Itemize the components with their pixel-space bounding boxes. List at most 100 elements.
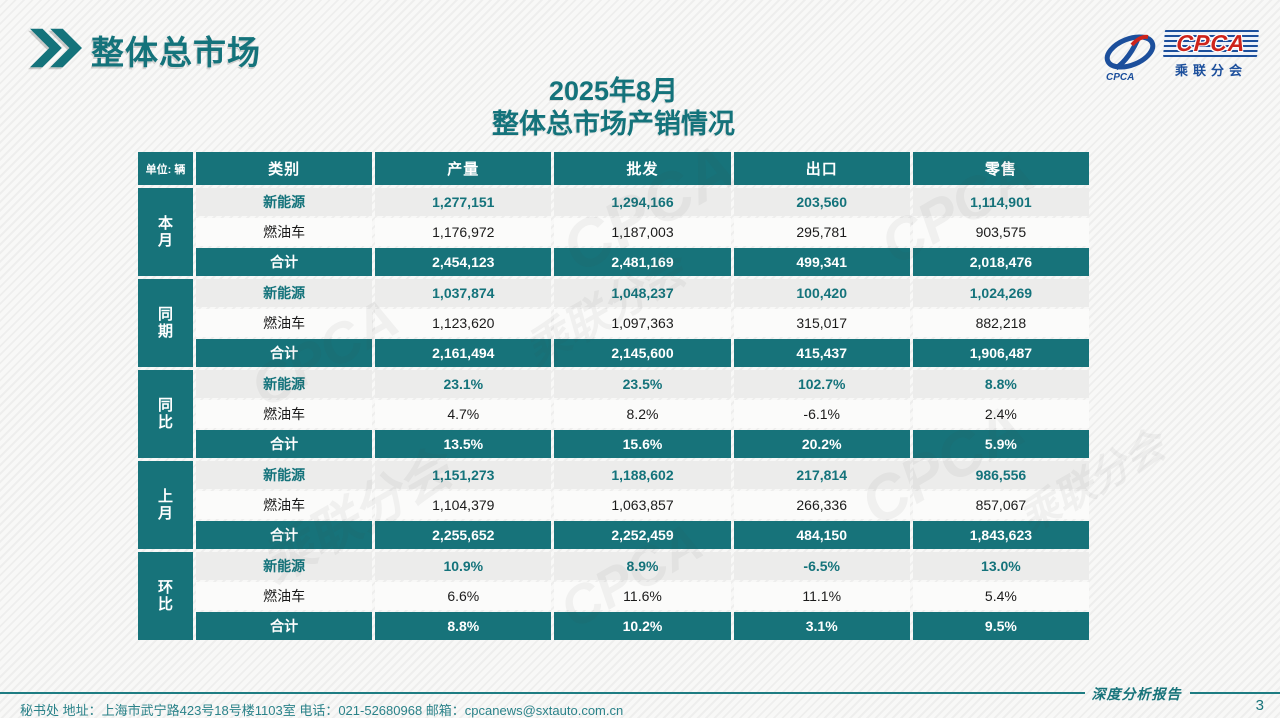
- footer-contact-info: 秘书处 地址：上海市武宁路423号18号楼1103室 电话：021-526809…: [20, 703, 624, 718]
- cpca-wordmark-text: CPCA: [1175, 30, 1247, 56]
- table-cell: 1,114,901: [912, 188, 1089, 216]
- table-cell: 11.6%: [554, 582, 731, 610]
- table-cell: 8.9%: [554, 552, 731, 580]
- column-header: 出口: [733, 152, 910, 185]
- group-label: 本月: [138, 188, 193, 276]
- table-cell: 2,018,476: [912, 248, 1089, 276]
- table-cell: 100,420: [733, 279, 910, 307]
- row-category: 新能源: [196, 370, 373, 398]
- report-title-line2: 整体总市场产销情况: [492, 109, 735, 140]
- row-category: 新能源: [196, 552, 373, 580]
- table-cell: 1,063,857: [554, 491, 731, 519]
- unit-cell: 单位: 辆: [138, 152, 193, 185]
- table-cell: 5.4%: [912, 582, 1089, 610]
- table-cell: 295,781: [733, 218, 910, 246]
- table-cell: 1,037,874: [375, 279, 552, 307]
- table-cell: 1,024,269: [912, 279, 1089, 307]
- group-label-char: 同: [157, 305, 173, 323]
- cpca-logo: CPCA CPCA 乘联分会: [1103, 30, 1259, 87]
- row-category: 新能源: [196, 188, 373, 216]
- table-header-row: 单位: 辆类别 产量 批发 出口 零售: [138, 152, 1089, 185]
- row-category: 合计: [196, 339, 373, 367]
- table-cell: 1,123,620: [375, 309, 552, 337]
- table-cell: 1,277,151: [375, 188, 552, 216]
- table-cell: 1,151,273: [375, 461, 552, 489]
- table-cell: 4.7%: [375, 400, 552, 428]
- table-cell: 484,150: [733, 521, 910, 549]
- table-cell: -6.5%: [733, 552, 910, 580]
- group-label-char: 月: [157, 505, 173, 522]
- table-cell: 266,336: [733, 491, 910, 519]
- table-cell: 1,906,487: [912, 339, 1089, 367]
- row-category: 合计: [196, 248, 373, 276]
- table-group-4: 环比新能源 10.9% 8.9% -6.5% 13.0% 燃油车 6.6% 11.6% 11.1…: [138, 552, 1089, 640]
- table-cell: 203,560: [733, 188, 910, 216]
- group-label-char: 月: [157, 232, 173, 249]
- table-body: 本月新能源 1,277,151 1,294,166 203,560 1,114,901 燃…: [138, 188, 1089, 640]
- table-cell: 1,048,237: [554, 279, 731, 307]
- table-cell: 13.5%: [375, 430, 552, 458]
- table-cell: 2,145,600: [554, 339, 731, 367]
- table-cell: 8.8%: [912, 370, 1089, 398]
- table-cell: 882,218: [912, 309, 1089, 337]
- table-cell: 2.4%: [912, 400, 1089, 428]
- table-group-1: 同期新能源 1,037,874 1,048,237 100,420 1,024,269 燃…: [138, 279, 1089, 367]
- table-cell: 8.8%: [375, 612, 552, 640]
- table-cell: 3.1%: [733, 612, 910, 640]
- group-label-char: 同: [157, 396, 173, 414]
- table-cell: 1,187,003: [554, 218, 731, 246]
- table-group-2: 同比新能源 23.1% 23.5% 102.7% 8.8% 燃油车 4.7% 8.2% -6.1…: [138, 370, 1089, 458]
- table-cell: 15.6%: [554, 430, 731, 458]
- group-label-char: 比: [157, 414, 173, 431]
- table-cell: 217,814: [733, 461, 910, 489]
- table-cell: 8.2%: [554, 400, 731, 428]
- row-category: 合计: [196, 430, 373, 458]
- row-category: 合计: [196, 612, 373, 640]
- group-label-char: 期: [157, 323, 173, 340]
- table-cell: 499,341: [733, 248, 910, 276]
- table-cell: 2,252,459: [554, 521, 731, 549]
- cpca-emblem-icon: CPCA: [1103, 30, 1159, 87]
- footer-divider-right: [1190, 692, 1280, 694]
- table-cell: 2,454,123: [375, 248, 552, 276]
- table-group-3: 上月新能源 1,151,273 1,188,602 217,814 986,556 燃油车…: [138, 461, 1089, 549]
- group-label: 同期: [138, 279, 193, 367]
- table-cell: 2,161,494: [375, 339, 552, 367]
- emblem-caption: CPCA: [1106, 72, 1134, 82]
- table-cell: 1,176,972: [375, 218, 552, 246]
- table-group-0: 本月新能源 1,277,151 1,294,166 203,560 1,114,901 燃…: [138, 188, 1089, 276]
- column-header: 批发: [554, 152, 731, 185]
- column-header: 类别: [196, 152, 373, 185]
- table-cell: 9.5%: [912, 612, 1089, 640]
- table-cell: 903,575: [912, 218, 1089, 246]
- row-category: 燃油车: [196, 582, 373, 610]
- group-label-char: 上: [157, 487, 173, 505]
- page-title: 整体总市场: [91, 34, 261, 71]
- column-header: 零售: [912, 152, 1089, 185]
- column-header: 产量: [375, 152, 552, 185]
- row-category: 燃油车: [196, 309, 373, 337]
- group-label: 环比: [138, 552, 193, 640]
- table-cell: 102.7%: [733, 370, 910, 398]
- table-cell: 415,437: [733, 339, 910, 367]
- row-category: 燃油车: [196, 400, 373, 428]
- row-category: 燃油车: [196, 491, 373, 519]
- market-table: 单位: 辆类别 产量 批发 出口 零售 本月新能源 1,277,151 1,294,166 2…: [138, 152, 1089, 640]
- footer-divider-left: [0, 692, 1085, 694]
- cpca-wordmark: CPCA: [1163, 30, 1259, 57]
- table-cell: 23.5%: [554, 370, 731, 398]
- double-chevron-icon: [30, 28, 82, 73]
- table-cell: 986,556: [912, 461, 1089, 489]
- group-label: 上月: [138, 461, 193, 549]
- table-cell: 1,097,363: [554, 309, 731, 337]
- group-label-char: 比: [157, 596, 173, 613]
- slide-title-block: 整体总市场: [30, 26, 261, 74]
- group-label: 同比: [138, 370, 193, 458]
- table-cell: 20.2%: [733, 430, 910, 458]
- table-cell: 10.2%: [554, 612, 731, 640]
- table-cell: 6.6%: [375, 582, 552, 610]
- group-label-char: 本: [157, 214, 173, 232]
- table-cell: 1,104,379: [375, 491, 552, 519]
- row-category: 新能源: [196, 279, 373, 307]
